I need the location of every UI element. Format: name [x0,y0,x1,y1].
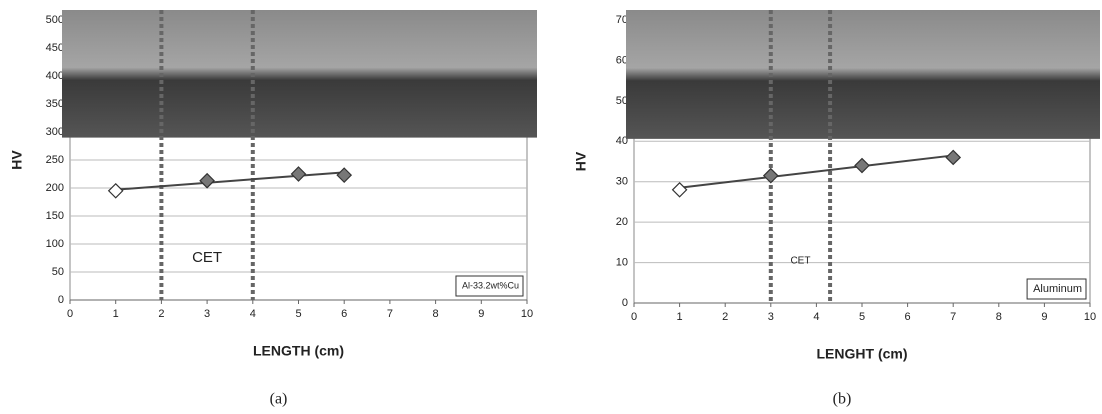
annotation: CET [192,249,222,266]
x-tick-label: 9 [1041,311,1047,323]
data-point [762,167,779,184]
y-tick-label: 0 [622,297,628,309]
y-tick-label: 10 [616,256,628,268]
x-tick-label: 8 [433,308,439,320]
x-tick-label: 10 [521,308,533,320]
y-axis-label: HV [9,150,25,170]
legend-box [455,275,524,297]
y-tick-label: 150 [46,210,64,222]
data-point [854,157,870,174]
x-tick-label: 2 [722,311,728,323]
y-tick-label: 50 [52,266,64,278]
y-tick-label: 100 [46,238,64,250]
data-point [945,149,962,166]
data-point [107,182,124,199]
y-tick-label: 70 [616,14,628,26]
y-tick-label: 400 [46,70,64,82]
x-tick-label: 7 [950,311,956,323]
data-point [671,181,688,198]
y-tick-label: 350 [46,98,64,110]
y-tick-label: 30 [616,176,628,188]
x-tick-label: 4 [813,311,819,323]
x-tick-label: 4 [250,308,256,320]
x-axis-label: LENGTH (cm) [253,343,344,359]
x-tick-label: 0 [631,311,637,323]
legend-box [1026,278,1087,300]
x-tick-label: 9 [478,308,484,320]
data-point [336,167,353,183]
y-tick-label: 300 [46,126,64,138]
x-tick-label: 6 [905,311,911,323]
legend-label: Aluminum [1033,283,1082,295]
x-tick-label: 10 [1084,311,1096,323]
x-tick-label: 0 [67,308,73,320]
trendline [115,171,345,191]
y-tick-label: 200 [46,182,64,194]
data-point [199,172,215,189]
y-tick-label: 60 [616,54,628,66]
x-tick-label: 6 [341,308,347,320]
y-tick-label: 500 [46,14,64,26]
x-tick-label: 5 [859,311,865,323]
legend-label: Al-33.2wt%Cu [462,280,519,290]
y-tick-label: 50 [616,95,628,107]
y-tick-label: 250 [46,154,64,166]
x-tick-label: 3 [768,311,774,323]
y-axis-label: HV [573,151,589,171]
annotation: CET [790,256,810,267]
y-tick-label: 0 [58,294,64,306]
x-tick-label: 3 [204,308,210,320]
y-tick-label: 40 [616,135,628,147]
x-tick-label: 1 [677,311,683,323]
caption: (a) [270,391,288,408]
trendline [679,154,954,189]
x-tick-label: 2 [158,308,164,320]
x-tick-label: 1 [113,308,119,320]
x-axis-label: LENGHT (cm) [817,346,908,362]
data-point [290,166,307,182]
specimen-photo [62,10,537,138]
x-tick-label: 5 [295,308,301,320]
y-tick-label: 450 [46,42,64,54]
specimen-photo [626,10,1100,139]
caption: (b) [833,391,852,408]
x-tick-label: 8 [996,311,1002,323]
x-tick-label: 7 [387,308,393,320]
y-tick-label: 20 [616,216,628,228]
